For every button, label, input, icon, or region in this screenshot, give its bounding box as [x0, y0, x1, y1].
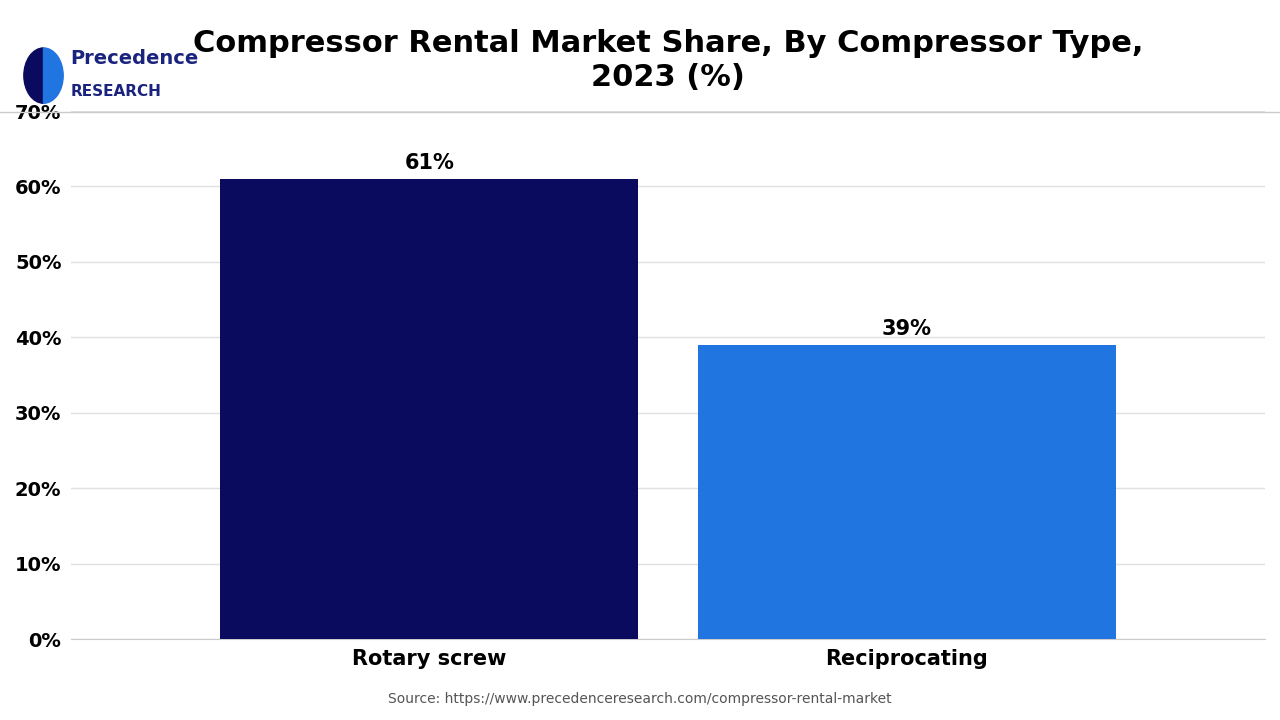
- Text: 61%: 61%: [404, 153, 454, 173]
- Wedge shape: [44, 48, 63, 103]
- Bar: [220, 179, 639, 639]
- Title: Compressor Rental Market Share, By Compressor Type,
2023 (%): Compressor Rental Market Share, By Compr…: [193, 30, 1143, 92]
- Bar: [698, 345, 1116, 639]
- Text: RESEARCH: RESEARCH: [70, 84, 161, 99]
- Text: Precedence: Precedence: [70, 50, 198, 68]
- Wedge shape: [24, 48, 44, 103]
- Text: Source: https://www.precedenceresearch.com/compressor-rental-market: Source: https://www.precedenceresearch.c…: [388, 692, 892, 706]
- Text: 39%: 39%: [882, 319, 932, 339]
